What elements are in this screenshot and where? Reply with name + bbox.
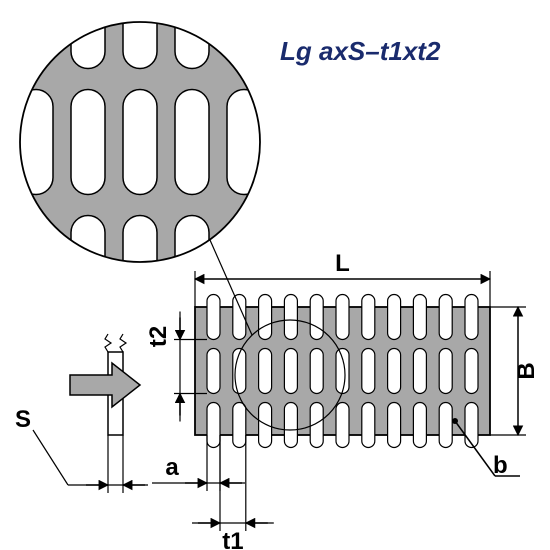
plate-slot: [439, 295, 452, 340]
plate-slot: [336, 349, 349, 394]
dim-label: t1: [222, 528, 243, 550]
dim-label: t2: [145, 326, 172, 347]
direction-arrow: [70, 363, 140, 407]
plate-slot: [465, 349, 478, 394]
plate-slot: [310, 295, 323, 340]
plate-slot: [233, 403, 246, 448]
plate-slot: [439, 349, 452, 394]
plate-slot: [465, 403, 478, 448]
dim-label: L: [335, 250, 350, 277]
plate-slot: [388, 403, 401, 448]
plate-slot: [336, 403, 349, 448]
dim-label: S: [15, 406, 31, 433]
plate-slot: [207, 295, 220, 340]
plate-slot: [207, 349, 220, 394]
plate-slot: [207, 403, 220, 448]
plate-slot: [284, 349, 297, 394]
plate-slot: [310, 349, 323, 394]
plate-slot: [413, 349, 426, 394]
plate-slot: [388, 295, 401, 340]
plate-slot: [362, 349, 375, 394]
plate-slot: [413, 403, 426, 448]
plate-slot: [465, 295, 478, 340]
plate-slot: [413, 295, 426, 340]
formula-title: Lg axS–t1xt2: [280, 36, 440, 67]
plate-slot: [259, 403, 272, 448]
plate-slot: [362, 403, 375, 448]
dim-label: B: [513, 362, 540, 379]
plate-slot: [284, 403, 297, 448]
dim-label: a: [165, 454, 179, 481]
plate-slot: [439, 403, 452, 448]
plate-slot: [259, 349, 272, 394]
plate-slot: [362, 295, 375, 340]
plate-slot: [284, 295, 297, 340]
plate-slot: [259, 295, 272, 340]
plate-slot: [388, 349, 401, 394]
label-b: b: [493, 452, 508, 479]
plate-slot: [336, 295, 349, 340]
